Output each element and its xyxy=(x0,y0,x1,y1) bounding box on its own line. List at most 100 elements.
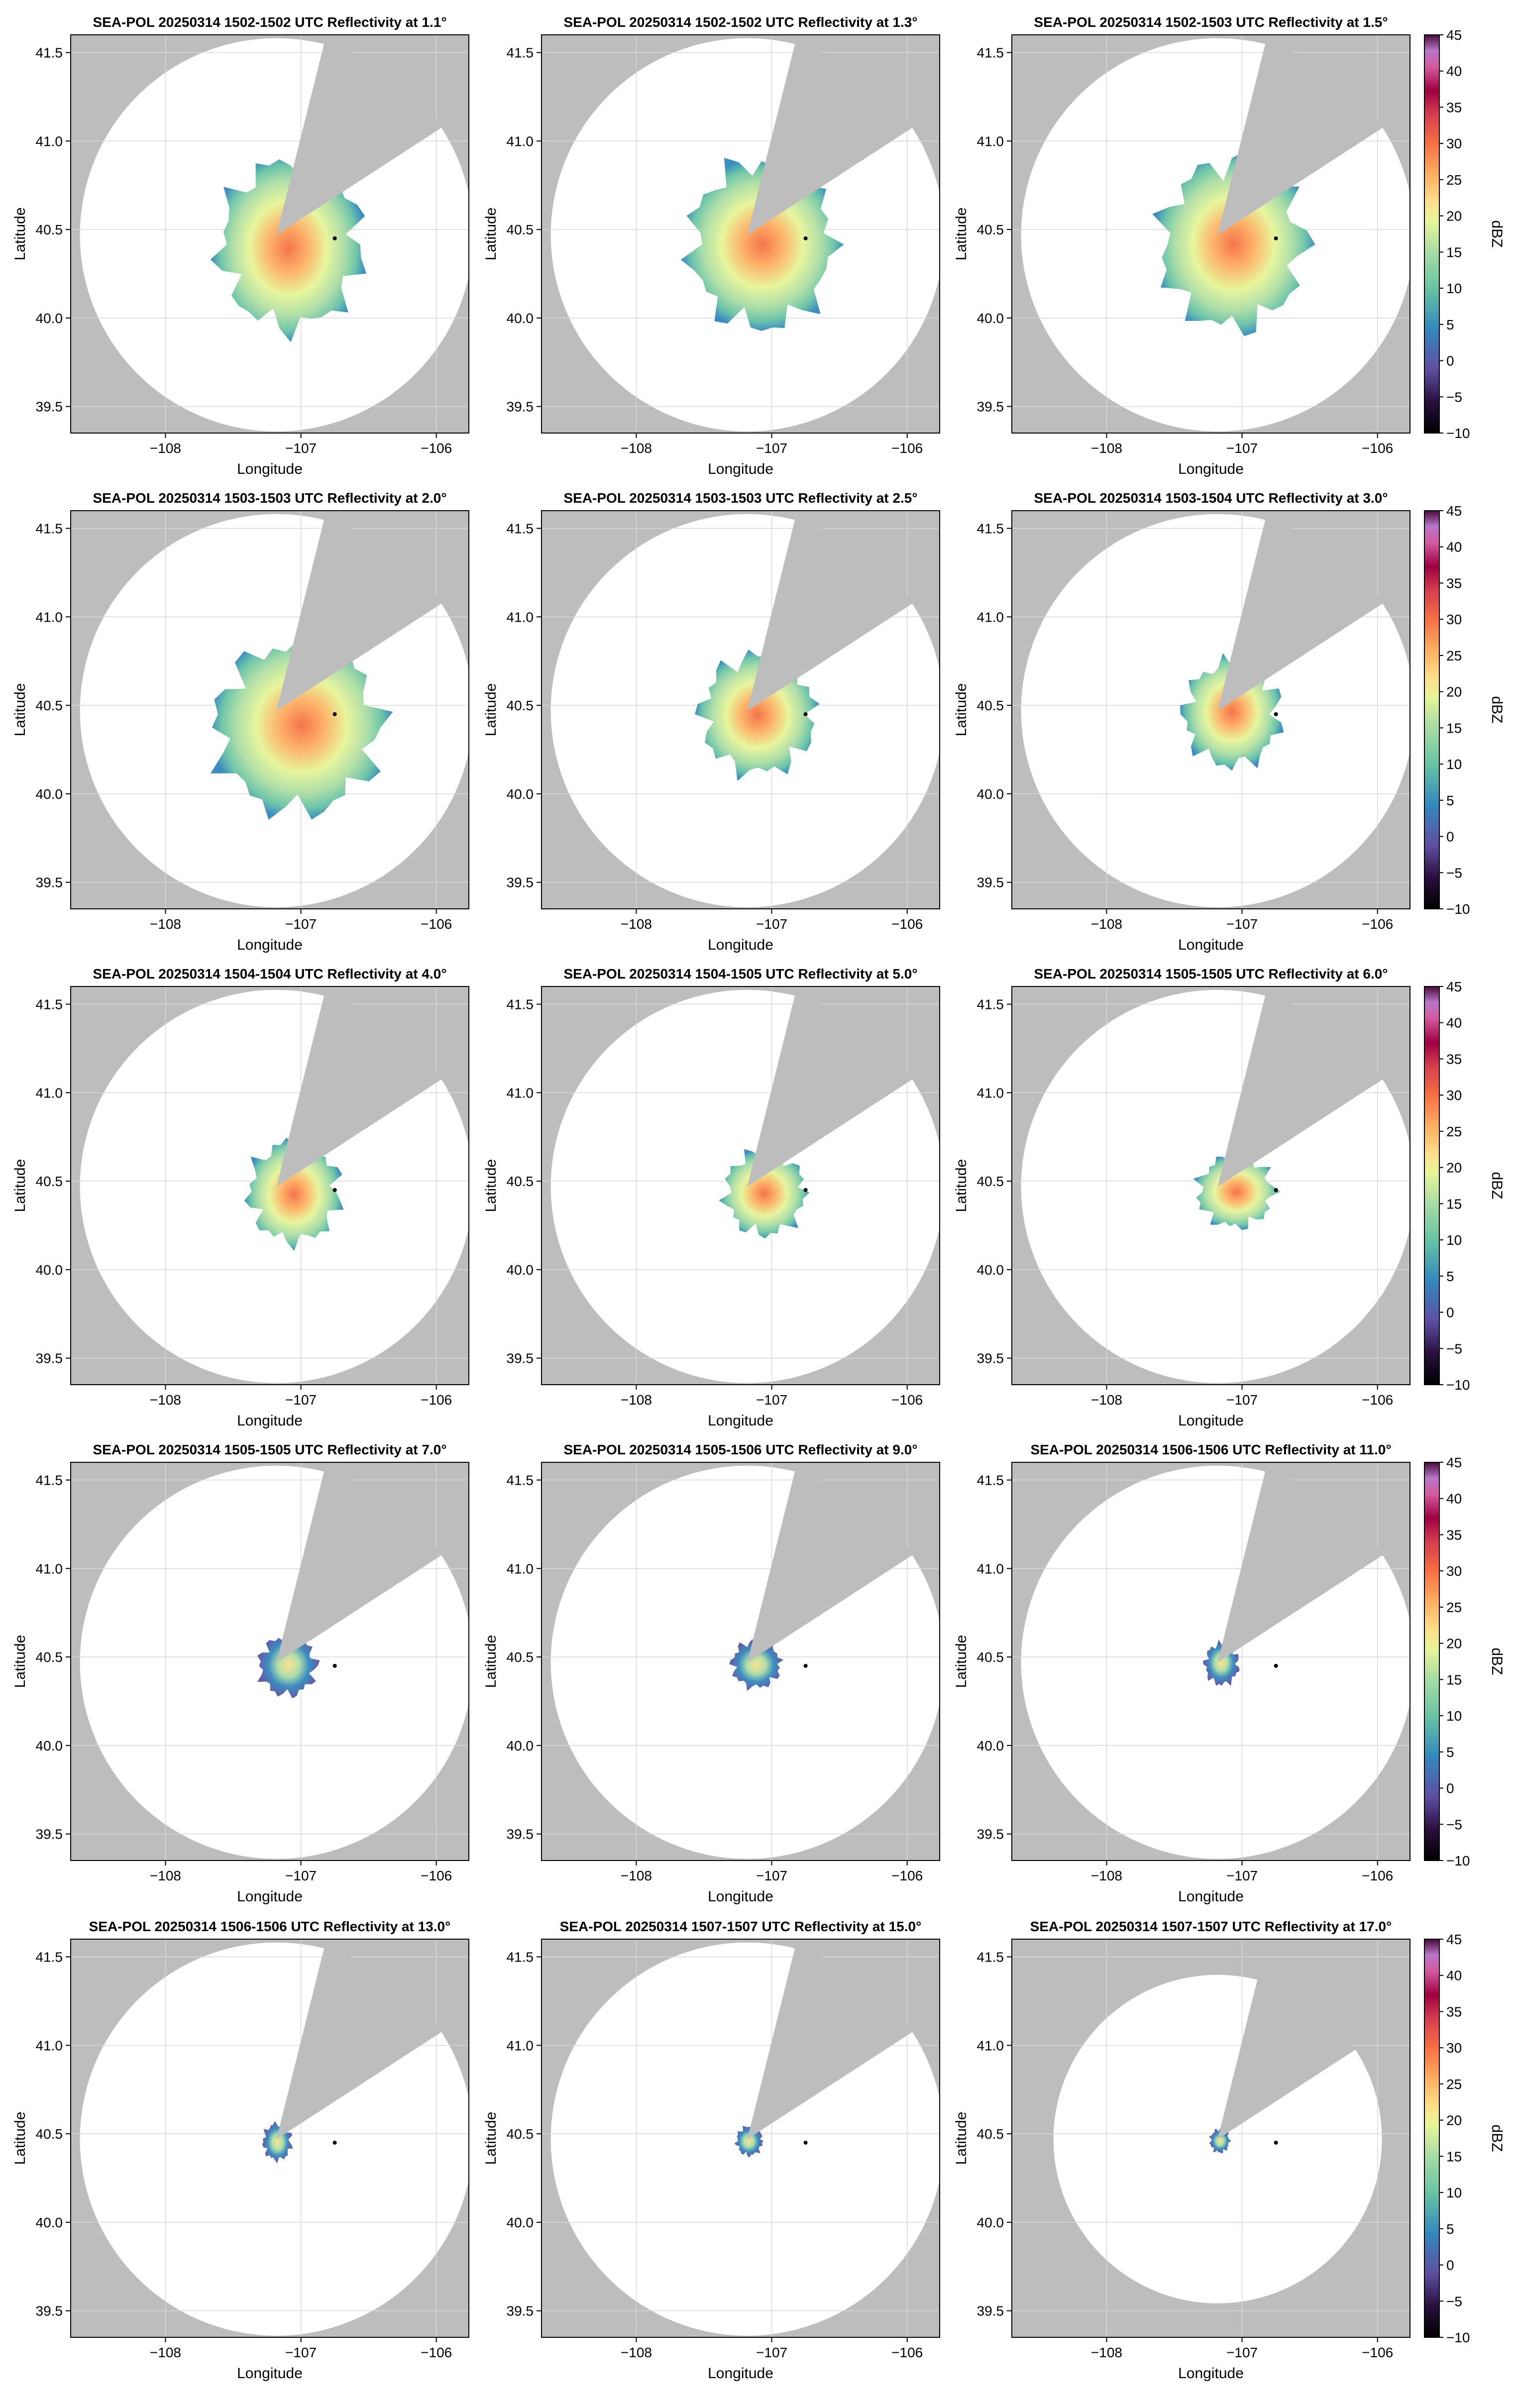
blocked-sector xyxy=(1217,1979,1356,2139)
axes-frame xyxy=(1011,34,1410,434)
colorbar-tick-label: 45 xyxy=(1446,27,1462,43)
y-tick-label: 40.0 xyxy=(36,1738,63,1753)
y-tick-label: 41.0 xyxy=(977,1085,1004,1100)
y-tick-label: 41.5 xyxy=(977,1473,1004,1488)
y-tick-label: 39.5 xyxy=(977,875,1004,890)
colorbar-tick-label: −5 xyxy=(1446,389,1462,405)
reflectivity-echo xyxy=(680,158,844,331)
y-tick-label: 40.0 xyxy=(507,311,534,326)
colorbar-tick-label: 45 xyxy=(1446,503,1462,519)
colorbar-ramp xyxy=(1424,34,1440,434)
y-axis-label: Latitude xyxy=(12,1159,28,1212)
colorbar-tick-label: −5 xyxy=(1446,1341,1462,1356)
blocked-sector xyxy=(1217,520,1383,711)
x-tick-label: −107 xyxy=(1226,440,1258,456)
x-axis-label: Longitude xyxy=(1178,937,1244,953)
colorbar-tick-label: 45 xyxy=(1446,979,1462,994)
panel-title: SEA-POL 20250314 1505-1505 UTC Reflectiv… xyxy=(93,1442,446,1457)
site-marker xyxy=(332,712,337,716)
y-tick-label: 40.5 xyxy=(507,2126,534,2142)
x-axis-label: Longitude xyxy=(237,937,303,953)
colorbar-tick-label: 30 xyxy=(1446,1088,1462,1103)
site-marker xyxy=(332,236,337,240)
blocked-sector xyxy=(276,520,441,711)
x-tick-label: −107 xyxy=(1226,2345,1258,2360)
colorbar-tick-label: 40 xyxy=(1446,1015,1462,1031)
axes-frame xyxy=(70,1462,469,1861)
x-axis-label: Longitude xyxy=(1178,1888,1244,1905)
x-tick-label: −108 xyxy=(150,440,181,456)
y-tick-label: 39.5 xyxy=(977,399,1004,415)
colorbar-tick-label: −10 xyxy=(1446,2330,1470,2345)
x-axis-label: Longitude xyxy=(708,1888,773,1905)
colorbar-tick-label: −10 xyxy=(1446,1377,1470,1393)
blocked-sector xyxy=(276,1948,441,2139)
x-tick-label: −106 xyxy=(1362,1868,1393,1883)
colorbar-tick-label: 5 xyxy=(1446,2221,1454,2237)
colorbar-label: dBZ xyxy=(1489,1647,1505,1675)
blocked-sector xyxy=(747,44,912,235)
y-tick-label: 39.5 xyxy=(36,1827,63,1842)
colorbar-tick-label: 40 xyxy=(1446,1491,1462,1507)
blocked-sector xyxy=(747,520,912,711)
radar-panel: −108 −107 −106 39.5 40.0 40.5 41.0 41.5 SEA-POL … xyxy=(953,1442,1410,1905)
colorbar-tick-label: 35 xyxy=(1446,575,1462,591)
y-tick-label: 41.0 xyxy=(36,609,63,625)
reflectivity-echo xyxy=(1209,2129,1231,2154)
y-tick-label: 40.5 xyxy=(977,1174,1004,1189)
axes-frame xyxy=(541,510,940,909)
axes-frame xyxy=(1011,986,1410,1385)
panel-title: SEA-POL 20250314 1504-1504 UTC Reflectiv… xyxy=(93,966,446,982)
blocked-sector xyxy=(276,44,441,235)
y-tick-label: 41.5 xyxy=(36,997,63,1012)
reflectivity-echo xyxy=(210,630,393,820)
colorbar-tick-label: 25 xyxy=(1446,648,1462,663)
panel-title: SEA-POL 20250314 1503-1504 UTC Reflectiv… xyxy=(1034,490,1388,506)
blocked-sector xyxy=(747,1471,912,1662)
colorbar-tick-label: 0 xyxy=(1446,1781,1454,1796)
x-tick-label: −108 xyxy=(621,440,652,456)
reflectivity-echo xyxy=(257,1632,320,1699)
x-axis-label: Longitude xyxy=(708,937,773,953)
x-axis-label: Longitude xyxy=(237,461,303,477)
y-tick-label: 40.5 xyxy=(977,1649,1004,1665)
axes-frame xyxy=(70,510,469,909)
colorbar: −10 −5 0 5 10 15 20 25 30 35 40 45 dBZ xyxy=(1424,1932,1505,2345)
y-tick-label: 40.5 xyxy=(507,222,534,237)
blocked-sector xyxy=(276,1471,441,1662)
colorbar-tick-label: 25 xyxy=(1446,2077,1462,2092)
x-tick-label: −106 xyxy=(421,1392,452,1408)
y-axis-label: Latitude xyxy=(12,683,28,737)
x-tick-label: −106 xyxy=(421,916,452,932)
site-marker xyxy=(803,1663,808,1668)
y-tick-label: 40.5 xyxy=(507,1649,534,1665)
y-tick-label: 40.5 xyxy=(36,1649,63,1665)
y-tick-label: 40.0 xyxy=(977,786,1004,802)
x-tick-label: −108 xyxy=(1091,440,1122,456)
y-tick-label: 39.5 xyxy=(977,1827,1004,1842)
y-axis-label: Latitude xyxy=(953,1635,970,1688)
x-tick-label: −106 xyxy=(421,1868,452,1883)
blocked-sector xyxy=(747,1948,912,2139)
colorbar-label: dBZ xyxy=(1489,1172,1505,1199)
y-tick-label: 41.0 xyxy=(977,2038,1004,2053)
y-tick-label: 41.5 xyxy=(977,521,1004,537)
colorbar-tick-label: 35 xyxy=(1446,1527,1462,1542)
colorbar: −10 −5 0 5 10 15 20 25 30 35 40 45 dBZ xyxy=(1424,503,1505,917)
colorbar-tick-label: 10 xyxy=(1446,757,1462,772)
y-tick-label: 39.5 xyxy=(507,1827,534,1842)
colorbar-tick-label: −10 xyxy=(1446,901,1470,917)
y-tick-label: 40.0 xyxy=(507,2215,534,2230)
site-marker xyxy=(1274,712,1278,716)
y-tick-label: 40.0 xyxy=(977,1262,1004,1278)
radar-panel: −108 −107 −106 39.5 40.0 40.5 41.0 41.5 SEA-POL … xyxy=(12,1442,469,1905)
axes-frame xyxy=(541,986,940,1385)
x-tick-label: −108 xyxy=(150,1868,181,1883)
x-axis-label: Longitude xyxy=(237,2365,303,2382)
colorbar-label: dBZ xyxy=(1489,2124,1505,2152)
y-tick-label: 41.0 xyxy=(507,133,534,149)
reflectivity-echo xyxy=(244,1137,344,1251)
x-tick-label: −106 xyxy=(421,440,452,456)
x-axis-label: Longitude xyxy=(237,1888,303,1905)
